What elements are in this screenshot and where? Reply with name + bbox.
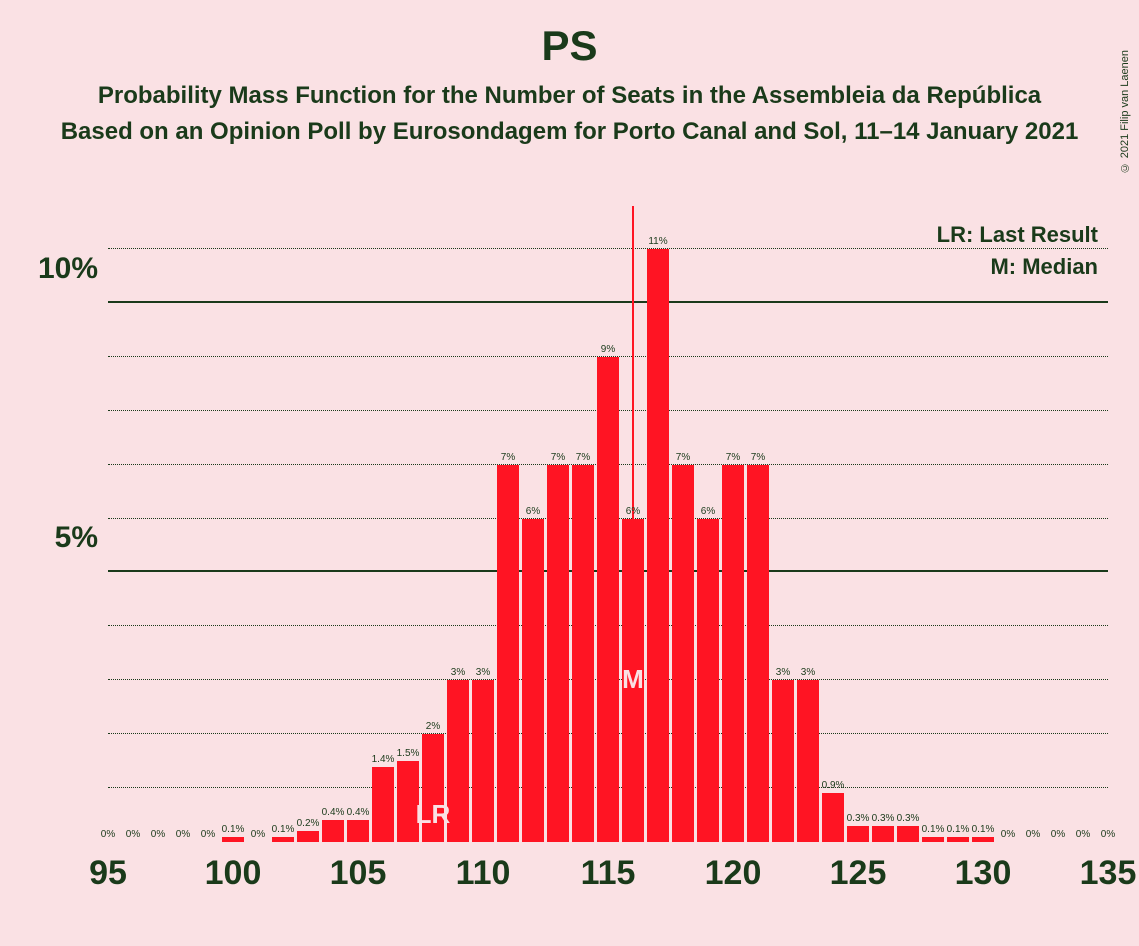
bar: 0.4% (347, 820, 369, 842)
legend-lr: LR: Last Result (937, 222, 1098, 248)
xtick-label: 110 (456, 854, 511, 893)
chart-area: LR: Last Result M: Median 5%10%0%0%0%0%0… (108, 222, 1108, 842)
bar-label: 0.1% (272, 824, 295, 835)
bar: 0.2% (297, 831, 319, 842)
marker-lr: LR (416, 799, 451, 830)
bar: 0.3% (897, 826, 919, 842)
bar: 6% (697, 519, 719, 842)
chart-subtitle-1: Probability Mass Function for the Number… (0, 82, 1139, 110)
bar: 1.4% (372, 767, 394, 842)
chart-subtitle-2: Based on an Opinion Poll by Eurosondagem… (0, 118, 1139, 146)
bar: 7% (572, 465, 594, 842)
bar-label: 3% (801, 667, 815, 678)
bar-label: 7% (676, 452, 690, 463)
bar: 0.9% (822, 793, 844, 842)
bar-label: 0% (1101, 829, 1115, 840)
bar-label: 6% (526, 506, 540, 517)
ytick-label: 5% (55, 521, 98, 555)
gridline-major (108, 301, 1108, 303)
xtick-label: 105 (330, 854, 387, 893)
bar-label: 0.9% (822, 780, 845, 791)
bar-label: 7% (501, 452, 515, 463)
bar: 0.1% (272, 837, 294, 842)
bar: 0.4% (322, 820, 344, 842)
bar: 7% (497, 465, 519, 842)
bar-label: 11% (648, 236, 667, 247)
bar: 0.1% (947, 837, 969, 842)
bar-label: 0.4% (347, 807, 370, 818)
bar-label: 0.1% (972, 824, 995, 835)
bar-label: 0.3% (847, 813, 870, 824)
bar: 0.1% (922, 837, 944, 842)
bar: 7% (747, 465, 769, 842)
bar-label: 0% (151, 829, 165, 840)
bar-label: 7% (751, 452, 765, 463)
bar: 3% (797, 680, 819, 842)
xtick-label: 130 (955, 854, 1012, 893)
bar-label: 0.1% (222, 824, 245, 835)
bar-label: 0% (251, 829, 265, 840)
chart-main-title: PS (0, 22, 1139, 70)
bar: 11% (647, 249, 669, 842)
xtick-label: 125 (830, 854, 887, 893)
bar: 7% (672, 465, 694, 842)
bar-label: 0% (201, 829, 215, 840)
xtick-label: 100 (205, 854, 262, 893)
bar-label: 2% (426, 721, 440, 732)
bar-label: 3% (451, 667, 465, 678)
bar-label: 3% (476, 667, 490, 678)
xtick-label: 120 (705, 854, 762, 893)
bar: 9% (597, 357, 619, 842)
bar: 7% (722, 465, 744, 842)
bar-label: 0% (1026, 829, 1040, 840)
bar: 0.3% (847, 826, 869, 842)
bar-label: 0% (1001, 829, 1015, 840)
bar-label: 0.3% (897, 813, 920, 824)
bar-label: 7% (726, 452, 740, 463)
bar-label: 0.2% (297, 818, 320, 829)
bar-label: 1.4% (372, 754, 395, 765)
bar-label: 0% (1076, 829, 1090, 840)
bar: 3% (772, 680, 794, 842)
bar-label: 0.1% (922, 824, 945, 835)
bar-label: 3% (776, 667, 790, 678)
bar: 3% (472, 680, 494, 842)
bar: 7% (547, 465, 569, 842)
plot-area: LR: Last Result M: Median 5%10%0%0%0%0%0… (108, 222, 1108, 842)
bar-label: 0% (126, 829, 140, 840)
bar-label: 0.4% (322, 807, 345, 818)
bar-label: 0% (1051, 829, 1065, 840)
bar-label: 0% (101, 829, 115, 840)
marker-m: M (622, 664, 644, 695)
bar-label: 7% (551, 452, 565, 463)
bar: 0.3% (872, 826, 894, 842)
xtick-label: 135 (1080, 854, 1137, 893)
bar-label: 6% (626, 506, 640, 517)
bar-label: 1.5% (397, 748, 420, 759)
gridline-minor (108, 248, 1108, 249)
ytick-label: 10% (38, 252, 98, 286)
legend-m: M: Median (990, 254, 1098, 280)
bar-label: 0.3% (872, 813, 895, 824)
bar: 0.1% (972, 837, 994, 842)
bar-label: 0.1% (947, 824, 970, 835)
copyright-text: © 2021 Filip van Laenen (1119, 50, 1131, 173)
bar-label: 9% (601, 344, 615, 355)
bar-label: 7% (576, 452, 590, 463)
xtick-label: 115 (581, 854, 636, 893)
bar-label: 6% (701, 506, 715, 517)
bar-label: 0% (176, 829, 190, 840)
bar: 0.1% (222, 837, 244, 842)
bar: 6% (522, 519, 544, 842)
xtick-label: 95 (89, 854, 127, 893)
